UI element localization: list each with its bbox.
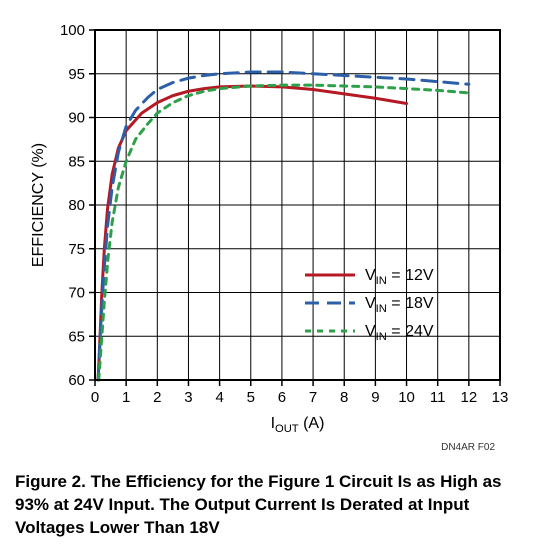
svg-text:IOUT (A): IOUT (A)	[271, 415, 325, 435]
efficiency-chart: 0123456789101112136065707580859095100EFF…	[15, 15, 525, 435]
svg-text:9: 9	[371, 389, 379, 406]
svg-text:1: 1	[122, 389, 130, 406]
svg-text:3: 3	[184, 389, 192, 406]
chart-container: 0123456789101112136065707580859095100EFF…	[15, 15, 525, 540]
svg-text:60: 60	[68, 372, 85, 389]
svg-text:95: 95	[68, 66, 85, 83]
svg-text:8: 8	[340, 389, 348, 406]
svg-text:10: 10	[398, 389, 415, 406]
svg-text:12: 12	[461, 389, 478, 406]
svg-text:100: 100	[60, 22, 85, 39]
svg-text:EFFICIENCY (%): EFFICIENCY (%)	[30, 143, 47, 267]
svg-text:7: 7	[309, 389, 317, 406]
svg-text:0: 0	[91, 389, 99, 406]
svg-text:65: 65	[68, 328, 85, 345]
svg-text:70: 70	[68, 285, 85, 302]
svg-text:85: 85	[68, 153, 85, 170]
svg-text:2: 2	[153, 389, 161, 406]
svg-text:90: 90	[68, 110, 85, 127]
figure-caption: Figure 2. The Efficiency for the Figure …	[15, 471, 525, 540]
svg-text:75: 75	[68, 241, 85, 258]
svg-text:80: 80	[68, 197, 85, 214]
figure-attribution: DN4AR F02	[15, 442, 525, 453]
svg-text:6: 6	[278, 389, 286, 406]
svg-text:5: 5	[247, 389, 255, 406]
svg-text:11: 11	[430, 389, 446, 406]
svg-text:13: 13	[492, 389, 509, 406]
svg-text:4: 4	[215, 389, 223, 406]
